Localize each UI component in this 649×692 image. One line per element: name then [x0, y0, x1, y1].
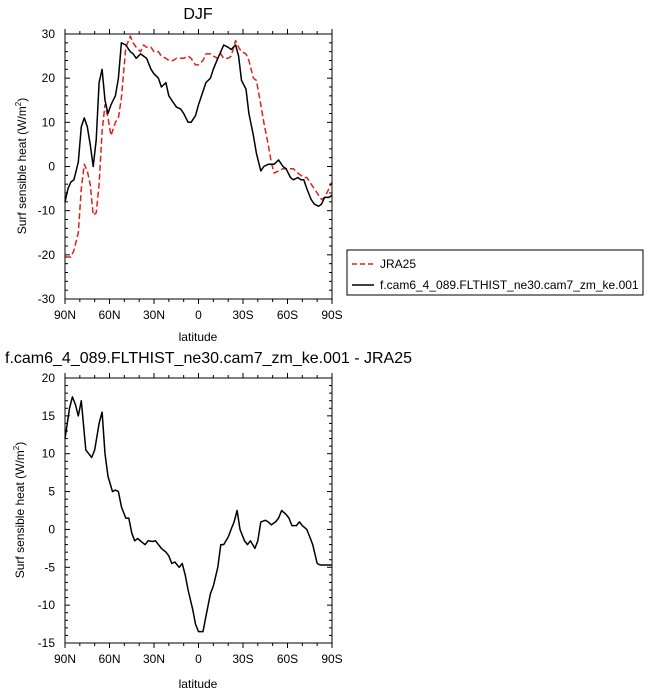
bottom-x-tick-label: 90N: [54, 652, 76, 666]
top-x-tick-label: 60N: [98, 308, 120, 322]
top-panel-ylabel-sup: 2: [14, 101, 23, 106]
top-y-tick-label: 20: [42, 71, 56, 85]
top-panel: DJF 90N 60N 30N 0 30S 60S 90S-30-20-100102030 …: [14, 6, 343, 344]
top-x-tick-label: 30N: [143, 308, 165, 322]
top-panel-ylabel: Surf sensible heat (W/m2): [14, 98, 29, 235]
bottom-panel-xlabel: latitude: [179, 677, 218, 691]
top-plot-frame: [64, 33, 333, 300]
top-plot-area: 90N 60N 30N 0 30S 60S 90S -30 -20 -10 0 10 20 30: [38, 27, 343, 322]
bottom-x-tick-label: 90S: [321, 652, 342, 666]
legend-label-model: f.cam6_4_089.FLTHIST_ne30.cam7_zm_ke.001: [380, 278, 639, 292]
bottom-x-tick-label: 30S: [232, 652, 253, 666]
top-y-tick-label: -30: [38, 292, 56, 306]
bottom-x-tick-label: 60S: [277, 652, 298, 666]
top-panel-ylabel-close: ): [15, 98, 29, 102]
bottom-plot-frame: [64, 377, 333, 644]
top-x-tick-label: 30S: [232, 308, 253, 322]
legend-label-jra25: JRA25: [380, 257, 416, 271]
top-y-tick-label: -10: [38, 204, 56, 218]
bottom-x-tick-label: 30N: [143, 652, 165, 666]
top-y-tick-label: 30: [42, 27, 56, 41]
top-y-tick-label: 0: [48, 160, 55, 174]
top-panel-title: DJF: [183, 6, 213, 23]
bottom-panel-title: f.cam6_4_089.FLTHIST_ne30.cam7_zm_ke.001…: [5, 350, 412, 367]
top-y-tick-label: 10: [42, 115, 56, 129]
bottom-y-tick-label: 0: [48, 522, 55, 536]
top-x-tick-label: 60S: [277, 308, 298, 322]
top-x-tick-label: 90S: [321, 308, 342, 322]
bottom-y-tick-label: 20: [42, 371, 56, 385]
top-panel-ylabel-main: Surf sensible heat (W/m: [15, 106, 29, 234]
bottom-y-tick-label: -10: [38, 598, 56, 612]
top-panel-xlabel: latitude: [179, 330, 218, 344]
top-x-tick-label: 90N: [54, 308, 76, 322]
bottom-panel-ylabel-main: Surf sensible heat (W/m: [13, 450, 27, 578]
bottom-panel-ylabel-close: ): [13, 442, 27, 446]
legend: JRA25 f.cam6_4_089.FLTHIST_ne30.cam7_zm_…: [346, 249, 644, 296]
bottom-panel: f.cam6_4_089.FLTHIST_ne30.cam7_zm_ke.001…: [5, 350, 412, 691]
bottom-y-tick-label: -5: [44, 560, 55, 574]
top-y-tick-label: -20: [38, 248, 56, 262]
bottom-panel-ylabel: Surf sensible heat (W/m2): [12, 442, 27, 579]
bottom-y-tick-label: 5: [48, 485, 55, 499]
bottom-y-tick-label: 15: [42, 409, 56, 423]
bottom-plot-area: 90N 60N 30N 0 30S 60S 90S -15 -10 -5 0 5 10 15 20: [38, 371, 343, 666]
top-series-line-model: [64, 42, 333, 208]
top-x-tick-label: 0: [195, 308, 202, 322]
bottom-x-tick-label: 0: [195, 652, 202, 666]
legend-box: [346, 249, 644, 296]
top-series-line-jra25: [65, 35, 333, 258]
bottom-y-tick-label: -15: [38, 636, 56, 650]
bottom-x-tick-label: 60N: [98, 652, 120, 666]
bottom-panel-ylabel-sup: 2: [12, 445, 21, 450]
bottom-y-tick-label: 10: [42, 447, 56, 461]
bottom-series-line-difference: [64, 396, 332, 633]
